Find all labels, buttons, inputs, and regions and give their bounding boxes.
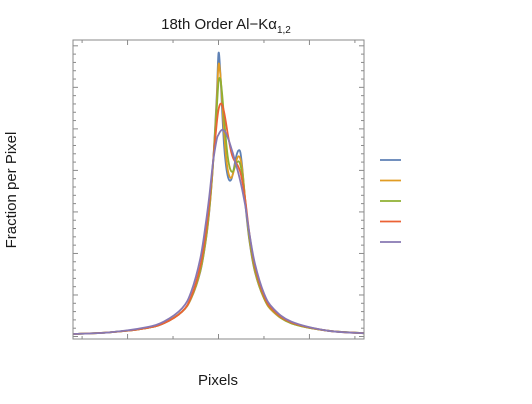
chart-title-subscript: 1,2 [277,25,291,36]
series-line-0 [72,51,365,335]
series-line-2 [72,76,365,335]
series-line-3 [72,102,365,335]
y-axis-label: Fraction per Pixel [3,132,20,249]
series-line-4 [72,128,365,335]
chart-title: 18th Order Al−Kα1,2 [161,16,291,36]
axes [72,39,365,340]
series-line-1 [72,62,365,335]
legend [380,159,401,243]
plot-area [72,51,365,335]
chart-title-main: 18th Order Al−Kα [161,16,277,33]
x-axis-label: Pixels [198,372,238,389]
